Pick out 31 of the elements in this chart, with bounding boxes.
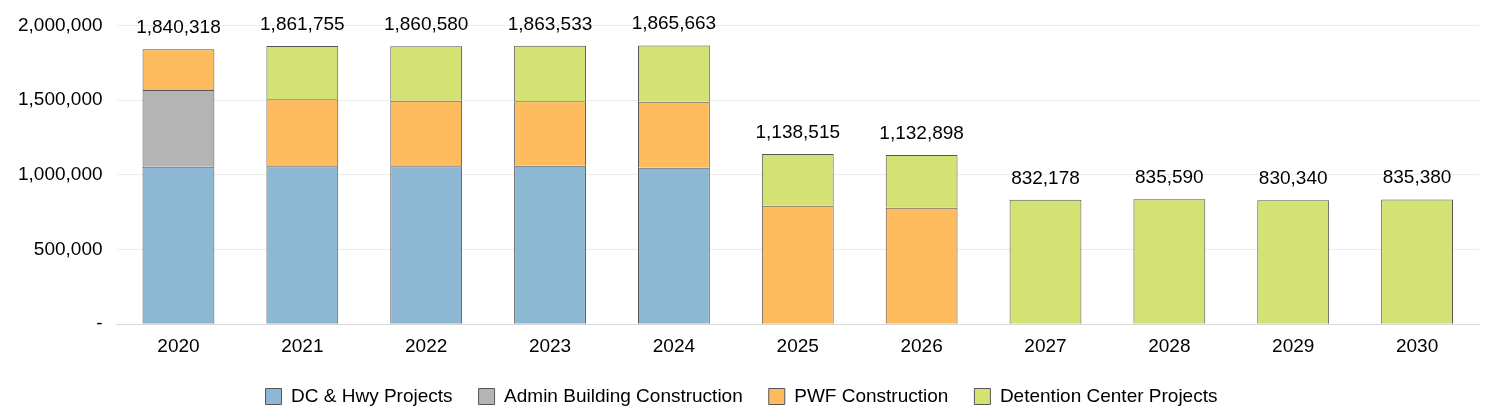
y-tick-label: 500,000 — [33, 237, 103, 259]
x-tick-label: 2022 — [405, 334, 448, 356]
legend-label: Detention Center Projects — [999, 384, 1218, 406]
x-tick-label: 2030 — [1395, 334, 1439, 356]
total-label: 835,380 — [1382, 166, 1452, 188]
x-tick-label: 2024 — [652, 334, 696, 356]
y-tick-label: 1,500,000 — [17, 88, 103, 110]
total-label: 830,340 — [1258, 166, 1328, 188]
y-tick-label: 2,000,000 — [17, 13, 103, 35]
y-tick-label: 1,000,000 — [17, 163, 103, 185]
x-tick-label: 2023 — [528, 334, 572, 356]
x-tick-label: 2026 — [900, 334, 943, 356]
x-tick-label: 2029 — [1272, 334, 1315, 356]
total-label: 1,138,515 — [755, 120, 841, 142]
total-label: 1,132,898 — [879, 121, 964, 143]
total-label: 835,590 — [1135, 166, 1204, 188]
x-tick-label: 2027 — [1024, 334, 1067, 356]
total-label: 832,178 — [1011, 166, 1080, 188]
x-tick-label: 2025 — [776, 334, 819, 356]
legend-label: DC & Hwy Projects — [291, 384, 453, 406]
x-tick-label: 2020 — [157, 334, 200, 356]
legend-label: PWF Construction — [794, 384, 949, 406]
total-label: 1,865,663 — [631, 12, 717, 34]
total-label: 1,863,533 — [507, 12, 593, 34]
total-label: 1,840,318 — [136, 15, 221, 37]
x-tick-label: 2028 — [1148, 334, 1191, 356]
y-tick-label: - — [96, 312, 103, 334]
x-tick-label: 2021 — [281, 334, 324, 356]
legend-label: Admin Building Construction — [504, 384, 743, 406]
total-label: 1,861,755 — [260, 12, 345, 34]
total-label: 1,860,580 — [383, 12, 469, 34]
